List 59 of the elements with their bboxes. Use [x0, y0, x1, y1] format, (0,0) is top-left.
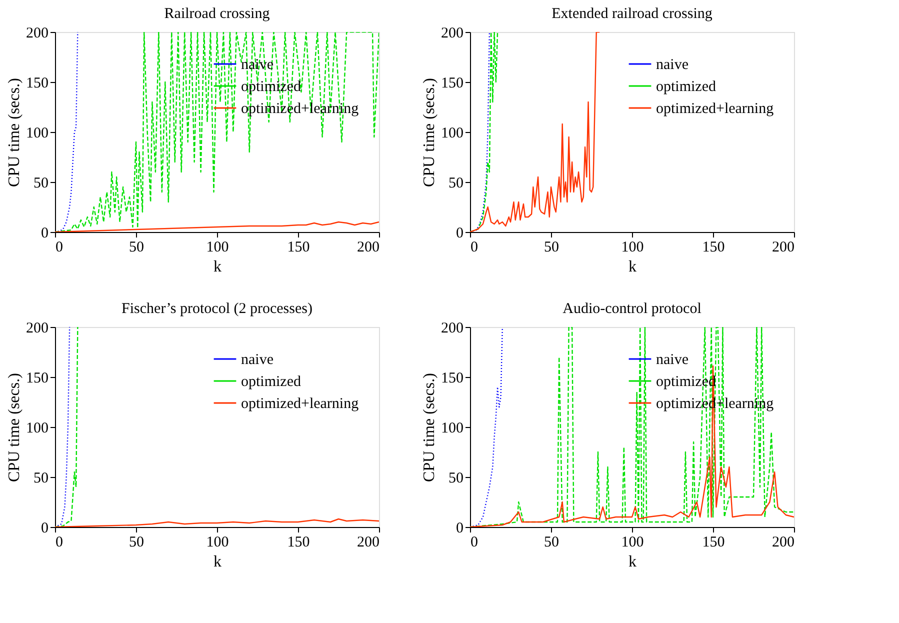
y-tick-label: 0 — [41, 226, 48, 242]
y-tick-label: 50 — [34, 176, 48, 192]
y-tick-label: 150 — [441, 76, 464, 92]
x-tick-label: 50 — [544, 534, 559, 550]
y-tick-label: 150 — [26, 370, 48, 386]
y-tick-label: 150 — [26, 76, 48, 92]
y-tick-label: 200 — [26, 26, 48, 42]
x-tick-label: 200 — [772, 534, 794, 550]
x-axis-title: k — [214, 258, 222, 276]
y-tick-label: 200 — [441, 320, 464, 336]
x-axis-title: k — [214, 554, 222, 570]
x-tick-label: 100 — [621, 534, 644, 550]
legend-label: optimized+learning — [656, 101, 774, 117]
x-tick-label: 150 — [702, 534, 725, 550]
y-tick-label: 0 — [41, 520, 48, 536]
chart-title: Fischer’s protocol (2 processes) — [122, 301, 312, 317]
y-axis-title: CPU time (secs.) — [421, 373, 438, 482]
x-axis-title: k — [628, 554, 636, 570]
x-tick-label: 200 — [772, 240, 794, 256]
legend-label: naive — [656, 57, 689, 73]
y-tick-label: 200 — [26, 320, 48, 336]
x-tick-label: 0 — [470, 240, 478, 256]
chart-title: Railroad crossing — [164, 6, 270, 22]
chart-title: Audio-control protocol — [562, 301, 702, 317]
y-tick-label: 0 — [456, 520, 464, 536]
x-tick-label: 50 — [129, 534, 144, 550]
chart-title: Extended railroad crossing — [552, 6, 713, 22]
x-tick-label: 200 — [357, 534, 380, 550]
legend-label: optimized+learning — [241, 396, 360, 412]
y-axis-title: CPU time (secs.) — [421, 78, 438, 187]
y-tick-label: 0 — [456, 226, 464, 242]
y-tick-label: 150 — [441, 370, 464, 386]
legend-label: naive — [656, 352, 689, 368]
y-tick-label: 100 — [441, 126, 464, 142]
legend-label: optimized — [241, 374, 302, 390]
legend-label: optimized — [656, 79, 716, 95]
y-tick-label: 50 — [34, 470, 48, 486]
y-tick-label: 50 — [448, 176, 464, 192]
x-tick-label: 150 — [287, 240, 310, 256]
legend-label: naive — [241, 352, 274, 368]
x-axis-title: k — [628, 258, 636, 276]
y-tick-label: 100 — [26, 420, 48, 436]
x-tick-label: 50 — [544, 240, 559, 256]
y-axis-title: CPU time (secs.) — [6, 373, 23, 482]
x-tick-label: 150 — [702, 240, 725, 256]
x-tick-label: 0 — [56, 240, 63, 256]
y-tick-label: 100 — [26, 126, 48, 142]
x-tick-label: 0 — [470, 534, 478, 550]
x-tick-label: 50 — [129, 240, 144, 256]
x-tick-label: 0 — [56, 534, 63, 550]
x-tick-label: 100 — [206, 240, 229, 256]
x-tick-label: 200 — [357, 240, 380, 256]
x-tick-label: 100 — [206, 534, 229, 550]
x-tick-label: 100 — [621, 240, 644, 256]
y-tick-label: 200 — [441, 26, 464, 42]
x-tick-label: 150 — [287, 534, 310, 550]
y-axis-title: CPU time (secs.) — [6, 78, 23, 187]
y-tick-label: 50 — [448, 470, 464, 486]
y-tick-label: 100 — [441, 420, 464, 436]
